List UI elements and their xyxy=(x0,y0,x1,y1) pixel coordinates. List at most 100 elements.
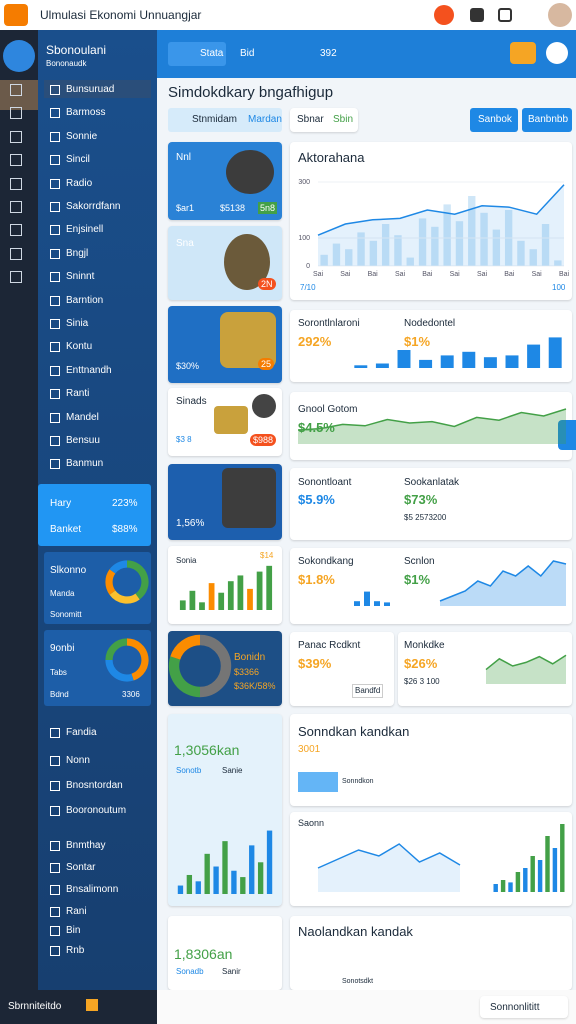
nav-item: Bensuu xyxy=(66,435,100,446)
card-title: Nodedontel xyxy=(404,318,456,329)
header xyxy=(157,30,576,78)
bar xyxy=(493,884,498,892)
annotation: 100 xyxy=(552,283,566,292)
nav-item: Kontu xyxy=(66,341,93,353)
bar xyxy=(483,357,497,368)
bar xyxy=(394,235,402,266)
card-note: $26 3 100 xyxy=(404,677,440,686)
card xyxy=(168,546,282,624)
nav-icon xyxy=(10,84,22,96)
card-note: $5 2573200 xyxy=(404,513,447,522)
card-title: Sookanlatak xyxy=(404,477,460,488)
card-value: 3001 xyxy=(298,744,321,755)
tab[interactable]: Stnmidam xyxy=(192,114,238,125)
bar xyxy=(500,880,506,892)
icon[interactable] xyxy=(510,42,536,64)
card-title: Monkdke xyxy=(404,640,445,651)
button-label[interactable]: Sonnonlititt xyxy=(490,1002,540,1013)
stat-value: $88% xyxy=(112,524,138,535)
button[interactable] xyxy=(480,996,568,1018)
bar xyxy=(375,363,389,368)
chart-title: Aktorahana xyxy=(298,150,365,165)
nav-item: Bngjl xyxy=(66,247,89,259)
card-text: Manda xyxy=(50,589,75,598)
side-tab[interactable] xyxy=(558,420,576,450)
card-text: Sonotb xyxy=(176,766,202,775)
nav-item-icon xyxy=(50,863,60,873)
card-title: 1,8306an xyxy=(174,946,233,962)
x-tick-label: Bai xyxy=(504,271,515,278)
nav-item-icon xyxy=(50,131,60,142)
icon[interactable] xyxy=(86,999,98,1011)
bar xyxy=(560,824,565,892)
bar xyxy=(247,588,253,610)
bar xyxy=(222,841,228,894)
nav-item: Sakorrdfann xyxy=(66,201,121,212)
card-value: $73% xyxy=(404,492,438,507)
nav-item: Sontar xyxy=(66,862,96,873)
nav-item: Rani xyxy=(66,906,87,917)
x-tick-label: Sai xyxy=(313,271,324,278)
bar xyxy=(468,196,476,266)
active-item[interactable] xyxy=(44,80,151,98)
card-text: $36K/58% xyxy=(234,681,276,691)
image xyxy=(298,772,338,792)
card-value: $5.9% xyxy=(298,492,335,507)
badge: $14 xyxy=(260,551,274,560)
nav-item-icon xyxy=(50,907,60,917)
nav-icon xyxy=(10,201,22,213)
nav-item-icon xyxy=(50,319,60,329)
card-value: $39% xyxy=(298,656,332,671)
nav-item-icon xyxy=(50,885,60,895)
tab[interactable]: Sbin xyxy=(333,114,354,125)
app-icon[interactable] xyxy=(4,4,28,26)
card xyxy=(398,632,572,706)
x-tick-label: Sai xyxy=(450,271,461,278)
header-tab[interactable]: Stata xyxy=(200,48,224,59)
icon[interactable] xyxy=(498,8,512,22)
icon[interactable] xyxy=(470,8,484,22)
card-text: $3366 xyxy=(234,667,260,677)
bar xyxy=(431,226,439,266)
button[interactable] xyxy=(470,108,518,132)
tab[interactable]: Sbnar xyxy=(297,114,324,125)
card-note: Sonotsdkt xyxy=(342,978,374,985)
bar xyxy=(537,860,543,892)
nav-item: Enjsinell xyxy=(66,224,104,236)
nav-item: Enttnandh xyxy=(66,364,112,376)
bar xyxy=(177,885,184,894)
nav-icon xyxy=(10,107,22,120)
bar xyxy=(354,601,360,606)
tab[interactable]: Mardan xyxy=(248,114,282,125)
nav-item: Rnb xyxy=(66,945,85,956)
card xyxy=(290,310,572,382)
nav-item-icon xyxy=(50,365,60,376)
bar xyxy=(508,882,513,892)
tab-active[interactable] xyxy=(168,42,226,66)
card-value: $1% xyxy=(404,572,431,587)
button-label[interactable]: Sanbok xyxy=(478,114,512,125)
donut-slice xyxy=(105,638,128,661)
button-label[interactable]: Banbnbb xyxy=(528,114,569,125)
nav-item: Radio xyxy=(66,177,93,189)
bar xyxy=(548,337,562,368)
avatar[interactable] xyxy=(548,3,572,27)
nav-item: Bnosntordan xyxy=(66,780,123,791)
nav-item-icon xyxy=(50,459,60,470)
card-title: Slkonno xyxy=(50,565,87,576)
card-value: $26% xyxy=(404,656,438,671)
donut-slice xyxy=(170,634,201,660)
bar xyxy=(480,212,488,266)
button[interactable] xyxy=(522,108,572,132)
bar xyxy=(179,600,186,610)
card-text: Sonadb xyxy=(176,967,204,976)
notification-icon[interactable] xyxy=(434,5,454,25)
logo[interactable] xyxy=(3,40,35,72)
header-tab[interactable]: Bid xyxy=(240,48,255,59)
avatar[interactable] xyxy=(546,42,568,64)
bar xyxy=(195,881,201,894)
header-tab[interactable]: 392 xyxy=(320,48,337,59)
bar xyxy=(374,601,380,606)
bar xyxy=(354,365,368,368)
